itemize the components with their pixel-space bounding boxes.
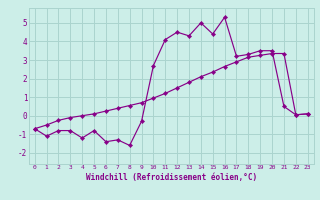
X-axis label: Windchill (Refroidissement éolien,°C): Windchill (Refroidissement éolien,°C) xyxy=(86,173,257,182)
